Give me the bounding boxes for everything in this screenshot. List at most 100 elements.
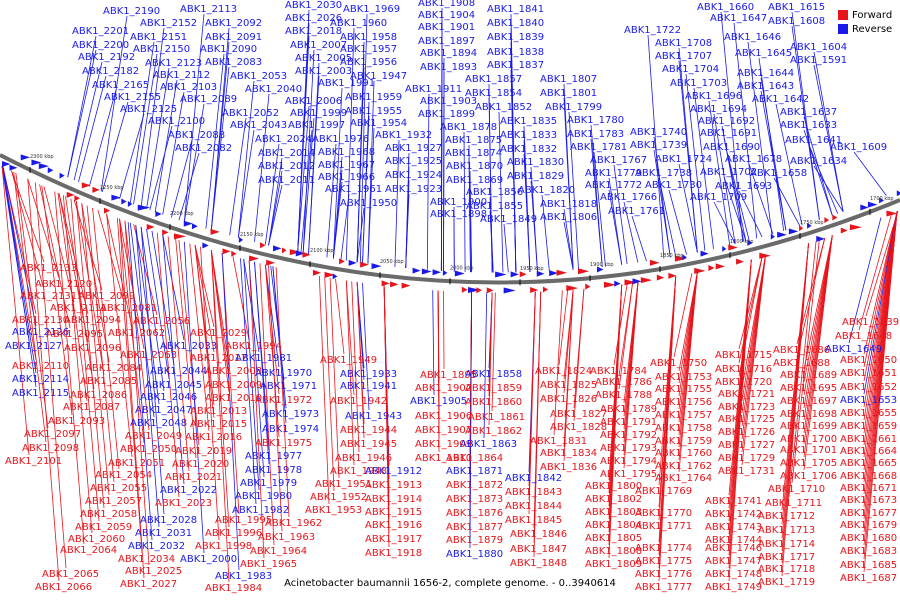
gene-label: ABK1_1716: [715, 364, 772, 375]
gene-label: ABK1_1650: [840, 355, 897, 366]
kbp-tick-label: 2150 kbp: [240, 232, 264, 238]
gene-label: ABK1_1897: [418, 36, 475, 47]
gene-label: ABK1_1943: [345, 411, 402, 422]
gene-label: ABK1_1744: [705, 535, 762, 546]
gene-arrow: [421, 268, 432, 275]
gene-label: ABK1_1901: [418, 22, 475, 33]
gene-arrow: [715, 263, 725, 270]
gene-label: ABK1_2057: [85, 496, 142, 507]
gene-arrow: [339, 258, 345, 265]
label-connector: [248, 260, 265, 559]
gene-label: ABK1_2051: [108, 458, 165, 469]
label-connector: [720, 11, 744, 243]
gene-label: ABK1_1731: [718, 466, 775, 477]
gene-arrow: [81, 182, 91, 189]
label-connector: [608, 189, 623, 265]
label-connector: [183, 241, 205, 554]
label-connector: [210, 66, 230, 231]
label-connector: [2, 166, 37, 327]
gene-label: ABK1_2050: [120, 444, 177, 455]
label-connector: [318, 275, 330, 505]
gene-label: ABK1_1720: [715, 377, 772, 388]
gene-label: ABK1_1957: [340, 44, 397, 55]
gene-arrow: [92, 186, 100, 193]
gene-label: ABK1_2056: [133, 316, 190, 327]
gene-label: ABK1_1755: [655, 384, 712, 395]
gene-label: ABK1_1750: [650, 358, 707, 369]
gene-label: ABK1_2054: [95, 470, 152, 481]
label-connector: [563, 208, 574, 270]
label-connector: [498, 111, 504, 273]
label-connector: [573, 288, 585, 422]
label-connector: [146, 67, 170, 209]
gene-label: ABK1_1862: [465, 426, 522, 437]
gene-label: ABK1_1759: [655, 436, 712, 447]
label-connector: [432, 290, 435, 396]
gene-label: ABK1_1707: [655, 51, 712, 62]
gene-label: ABK1_1671: [840, 483, 897, 494]
gene-arrow: [432, 269, 442, 276]
label-connector: [167, 236, 190, 472]
label-connector: [553, 290, 563, 436]
gene-label: ABK1_2014: [258, 148, 315, 159]
label-connector: [200, 246, 220, 541]
gene-label: ABK1_2120: [35, 279, 92, 290]
gene-label: ABK1_1956: [340, 57, 397, 68]
gene-label: ABK1_1979: [240, 478, 297, 489]
gene-label: ABK1_1677: [840, 508, 897, 519]
gene-label: ABK1_1981: [235, 353, 292, 364]
label-connector: [747, 41, 773, 235]
gene-label: ABK1_1727: [718, 440, 775, 451]
gene-label: ABK1_1792: [600, 430, 657, 441]
gene-label: ABK1_2200: [72, 40, 129, 51]
label-connector: [62, 195, 93, 534]
gene-arrow: [260, 242, 266, 249]
gene-label: ABK1_2040: [245, 84, 302, 95]
gene-label: ABK1_1748: [705, 569, 762, 580]
gene-label: ABK1_1696: [685, 91, 742, 102]
label-connector: [631, 215, 647, 262]
gene-label: ABK1_2009: [205, 380, 262, 391]
label-connector: [528, 291, 536, 515]
gene-label: ABK1_1708: [655, 38, 712, 49]
label-connector: [15, 172, 49, 429]
label-connector: [119, 218, 145, 444]
gene-label: ABK1_1704: [662, 64, 719, 75]
gene-label: ABK1_1779: [585, 168, 642, 179]
gene-label: ABK1_1723: [718, 402, 775, 413]
gene-label: ABK1_1893: [420, 62, 477, 73]
label-connector: [332, 87, 343, 259]
gene-label: ABK1_1994: [225, 341, 282, 352]
label-connector: [530, 180, 538, 272]
gene-label: ABK1_1809: [585, 559, 642, 570]
gene-label: ABK1_1953: [305, 505, 362, 516]
gene-label: ABK1_1844: [505, 501, 562, 512]
label-connector: [653, 149, 671, 258]
gene-label: ABK1_1608: [768, 16, 825, 27]
gene-label: ABK1_1659: [840, 421, 897, 432]
gene-label: ABK1_2090: [200, 44, 257, 55]
gene-label: ABK1_2030: [285, 0, 342, 11]
gene-label: ABK1_1907: [415, 425, 472, 436]
gene-arrow: [191, 223, 198, 230]
gene-label: ABK1_1973: [262, 409, 319, 420]
label-connector: [673, 273, 693, 358]
label-connector: [437, 290, 440, 453]
label-connector: [356, 66, 365, 263]
label-connector: [558, 289, 569, 366]
gene-label: ABK1_2114: [12, 374, 69, 385]
gene-label: ABK1_1710: [768, 484, 825, 495]
label-connector: [297, 105, 310, 252]
gene-label: ABK1_1871: [446, 466, 503, 477]
gene-label: ABK1_1730: [645, 180, 702, 191]
gene-label: ABK1_1856: [466, 187, 523, 198]
gene-label: ABK1_2032: [128, 541, 185, 552]
label-connector: [791, 239, 820, 484]
gene-label: ABK1_2025: [125, 566, 182, 577]
label-connector: [57, 192, 88, 402]
gene-arrow: [816, 235, 826, 242]
gene-label: ABK1_2045: [145, 380, 202, 391]
gene-label: ABK1_1637: [780, 107, 837, 118]
label-connector: [297, 35, 310, 252]
gene-label: ABK1_1833: [500, 130, 557, 141]
